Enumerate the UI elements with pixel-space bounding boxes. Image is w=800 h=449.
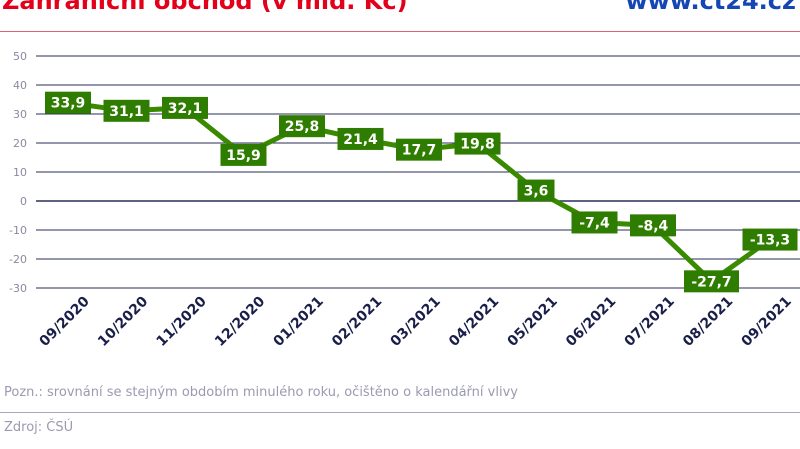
data-label: 33,9 bbox=[51, 96, 86, 112]
x-tick-label: 02/2021 bbox=[329, 294, 385, 350]
y-tick-label: -30 bbox=[9, 282, 27, 295]
footer-divider bbox=[0, 412, 800, 413]
data-label: 17,7 bbox=[402, 143, 437, 159]
data-label: 32,1 bbox=[168, 101, 203, 117]
x-tick-label: 09/2020 bbox=[37, 293, 93, 349]
x-tick-label: 03/2021 bbox=[388, 294, 444, 350]
x-tick-label: 10/2020 bbox=[95, 293, 151, 349]
data-label-box bbox=[220, 143, 267, 166]
data-label-box bbox=[103, 99, 150, 122]
y-tick-label: 30 bbox=[13, 108, 27, 121]
data-label-box bbox=[162, 96, 208, 119]
x-tick-label: 05/2021 bbox=[505, 294, 561, 350]
data-label-box bbox=[45, 91, 91, 114]
data-label-box bbox=[396, 138, 442, 161]
data-label-box bbox=[742, 228, 798, 251]
x-tick-label: 12/2020 bbox=[212, 293, 268, 349]
x-tick-label: 11/2020 bbox=[154, 293, 210, 349]
y-tick-label: 20 bbox=[13, 137, 27, 150]
data-label: -7,4 bbox=[579, 215, 610, 231]
data-label-box bbox=[571, 211, 618, 234]
x-tick-label: 04/2021 bbox=[446, 294, 502, 350]
title-divider bbox=[0, 31, 800, 32]
data-label: 19,8 bbox=[460, 137, 495, 153]
brand-link[interactable]: www.ct24.cz bbox=[625, 0, 796, 15]
data-label: 3,6 bbox=[524, 184, 549, 200]
y-tick-label: 40 bbox=[13, 79, 27, 92]
x-tick-label: 01/2021 bbox=[271, 294, 327, 350]
chart-source: Zdroj: ČSÚ bbox=[4, 420, 74, 435]
x-tick-label: 09/2021 bbox=[739, 294, 795, 350]
data-label-box bbox=[684, 270, 739, 293]
data-label: 21,4 bbox=[343, 132, 378, 148]
x-tick-label: 07/2021 bbox=[622, 294, 678, 350]
data-label-box bbox=[337, 127, 384, 150]
data-label: -8,4 bbox=[638, 218, 669, 234]
data-label: 15,9 bbox=[226, 148, 261, 164]
chart-note: Pozn.: srovnání se stejným obdobím minul… bbox=[4, 385, 518, 400]
y-tick-label: 10 bbox=[13, 166, 27, 179]
data-label: 25,8 bbox=[285, 119, 320, 135]
line-chart: 50 40 30 20 10 0 -10 -20 -30 33,9 31,1 32,1 15,9 25,8… bbox=[9, 50, 800, 350]
data-label: -13,3 bbox=[750, 233, 790, 249]
y-tick-label: 0 bbox=[20, 195, 27, 208]
data-label-box bbox=[517, 179, 555, 202]
data-label: -27,7 bbox=[691, 274, 731, 290]
y-tick-label: 50 bbox=[13, 50, 27, 63]
y-tick-label: -10 bbox=[9, 224, 27, 237]
data-label-box bbox=[279, 115, 325, 138]
x-tick-label: 06/2021 bbox=[563, 294, 619, 350]
chart-title: Zahraniční obchod (v mld. Kč) bbox=[2, 0, 408, 15]
data-label: 31,1 bbox=[109, 104, 144, 120]
data-label-box bbox=[630, 214, 676, 237]
y-tick-label: -20 bbox=[9, 253, 27, 266]
x-tick-label: 08/2021 bbox=[680, 294, 736, 350]
series-line bbox=[67, 100, 772, 284]
data-label-box bbox=[454, 132, 501, 155]
